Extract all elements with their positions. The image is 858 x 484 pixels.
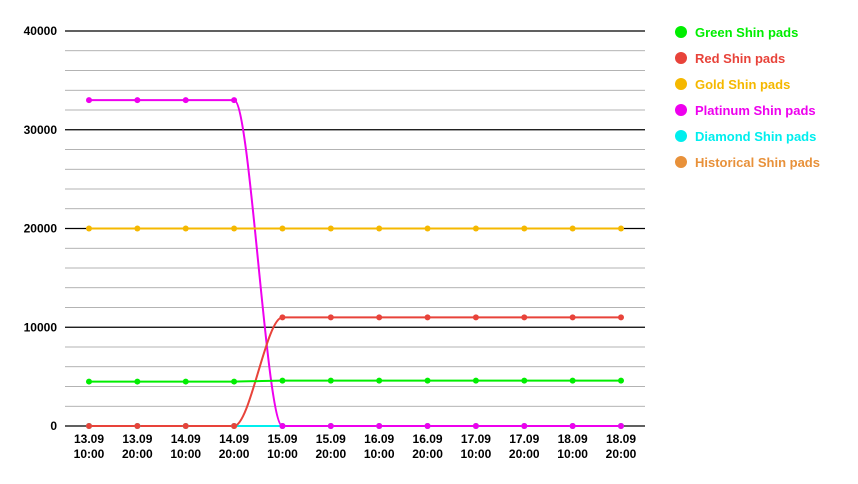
data-point xyxy=(618,314,624,321)
data-point xyxy=(231,225,238,232)
data-point xyxy=(327,314,334,321)
x-tick-label: 15.09 10:00 xyxy=(267,432,298,461)
x-tick-label: 17.09 10:00 xyxy=(461,432,492,461)
legend-marker xyxy=(675,52,687,64)
data-point xyxy=(376,225,383,232)
data-point xyxy=(424,225,431,232)
data-point xyxy=(279,225,286,232)
x-tick-label: 14.09 20:00 xyxy=(219,432,250,461)
data-point xyxy=(86,225,92,232)
legend-label: Diamond Shin pads xyxy=(695,129,816,144)
data-point xyxy=(182,97,189,104)
data-point xyxy=(569,225,576,232)
data-point xyxy=(569,423,576,429)
x-tick-label: 15.09 20:00 xyxy=(315,432,346,461)
legend-label: Red Shin pads xyxy=(695,51,785,66)
data-point xyxy=(231,423,238,429)
legend-label: Green Shin pads xyxy=(695,25,798,40)
data-point xyxy=(376,423,383,429)
legend-marker xyxy=(675,156,687,168)
data-point xyxy=(327,377,334,384)
data-point xyxy=(424,314,431,321)
y-tick-label: 30000 xyxy=(24,123,58,137)
series-line xyxy=(88,379,622,383)
data-point xyxy=(424,377,431,384)
series-line xyxy=(88,99,621,427)
data-point xyxy=(618,225,624,232)
legend: Green Shin pads Red Shin pads Gold Shin pa… xyxy=(675,25,820,170)
data-point xyxy=(472,377,479,384)
data-point xyxy=(472,423,479,429)
y-tick-label: 20000 xyxy=(24,222,58,236)
data-point xyxy=(618,423,624,429)
x-tick-label: 14.09 10:00 xyxy=(170,432,201,461)
data-point xyxy=(472,225,479,232)
x-tick-label: 16.09 20:00 xyxy=(412,432,443,461)
data-point xyxy=(86,97,92,104)
data-point xyxy=(327,423,334,429)
y-tick-label: 10000 xyxy=(24,320,58,334)
x-tick-label: 18.09 10:00 xyxy=(557,432,588,461)
data-point xyxy=(279,377,286,384)
legend-marker xyxy=(675,78,687,90)
data-point xyxy=(134,378,141,385)
data-point xyxy=(134,225,141,232)
data-point xyxy=(279,423,286,429)
data-point xyxy=(134,97,141,104)
axes: 0 10000 20000 30000 40000 13.09 10:00 13.09 20:0… xyxy=(24,24,637,461)
data-point xyxy=(521,314,528,321)
legend-label: Historical Shin pads xyxy=(695,155,820,170)
x-tick-label: 13.09 10:00 xyxy=(74,432,105,461)
data-point xyxy=(376,377,383,384)
x-tick-label: 16.09 10:00 xyxy=(364,432,395,461)
data-point xyxy=(231,378,238,385)
data-point xyxy=(86,423,92,429)
data-point xyxy=(569,314,576,321)
data-point xyxy=(521,423,528,429)
data-point xyxy=(521,225,528,232)
data-point xyxy=(376,314,383,321)
legend-marker xyxy=(675,104,687,116)
series-line xyxy=(89,316,621,427)
data-point xyxy=(134,423,141,429)
data-point xyxy=(182,225,189,232)
x-tick-label: 18.09 20:00 xyxy=(606,432,637,461)
legend-marker xyxy=(675,26,687,38)
data-point xyxy=(569,377,576,384)
legend-label: Platinum Shin pads xyxy=(695,103,816,118)
data-points xyxy=(86,97,624,429)
data-point xyxy=(424,423,431,429)
y-tick-label: 40000 xyxy=(24,24,58,38)
x-tick-label: 17.09 20:00 xyxy=(509,432,540,461)
legend-marker xyxy=(675,130,687,142)
data-point xyxy=(521,377,528,384)
data-point xyxy=(327,225,334,232)
y-tick-label: 0 xyxy=(50,419,57,433)
data-point xyxy=(182,378,189,385)
series-lines xyxy=(88,99,622,427)
data-point xyxy=(182,423,189,429)
data-point xyxy=(86,378,92,385)
data-point xyxy=(472,314,479,321)
data-point xyxy=(231,97,238,104)
data-point xyxy=(618,377,624,384)
legend-label: Gold Shin pads xyxy=(695,77,790,92)
x-tick-label: 13.09 20:00 xyxy=(122,432,153,461)
data-point xyxy=(279,314,286,321)
